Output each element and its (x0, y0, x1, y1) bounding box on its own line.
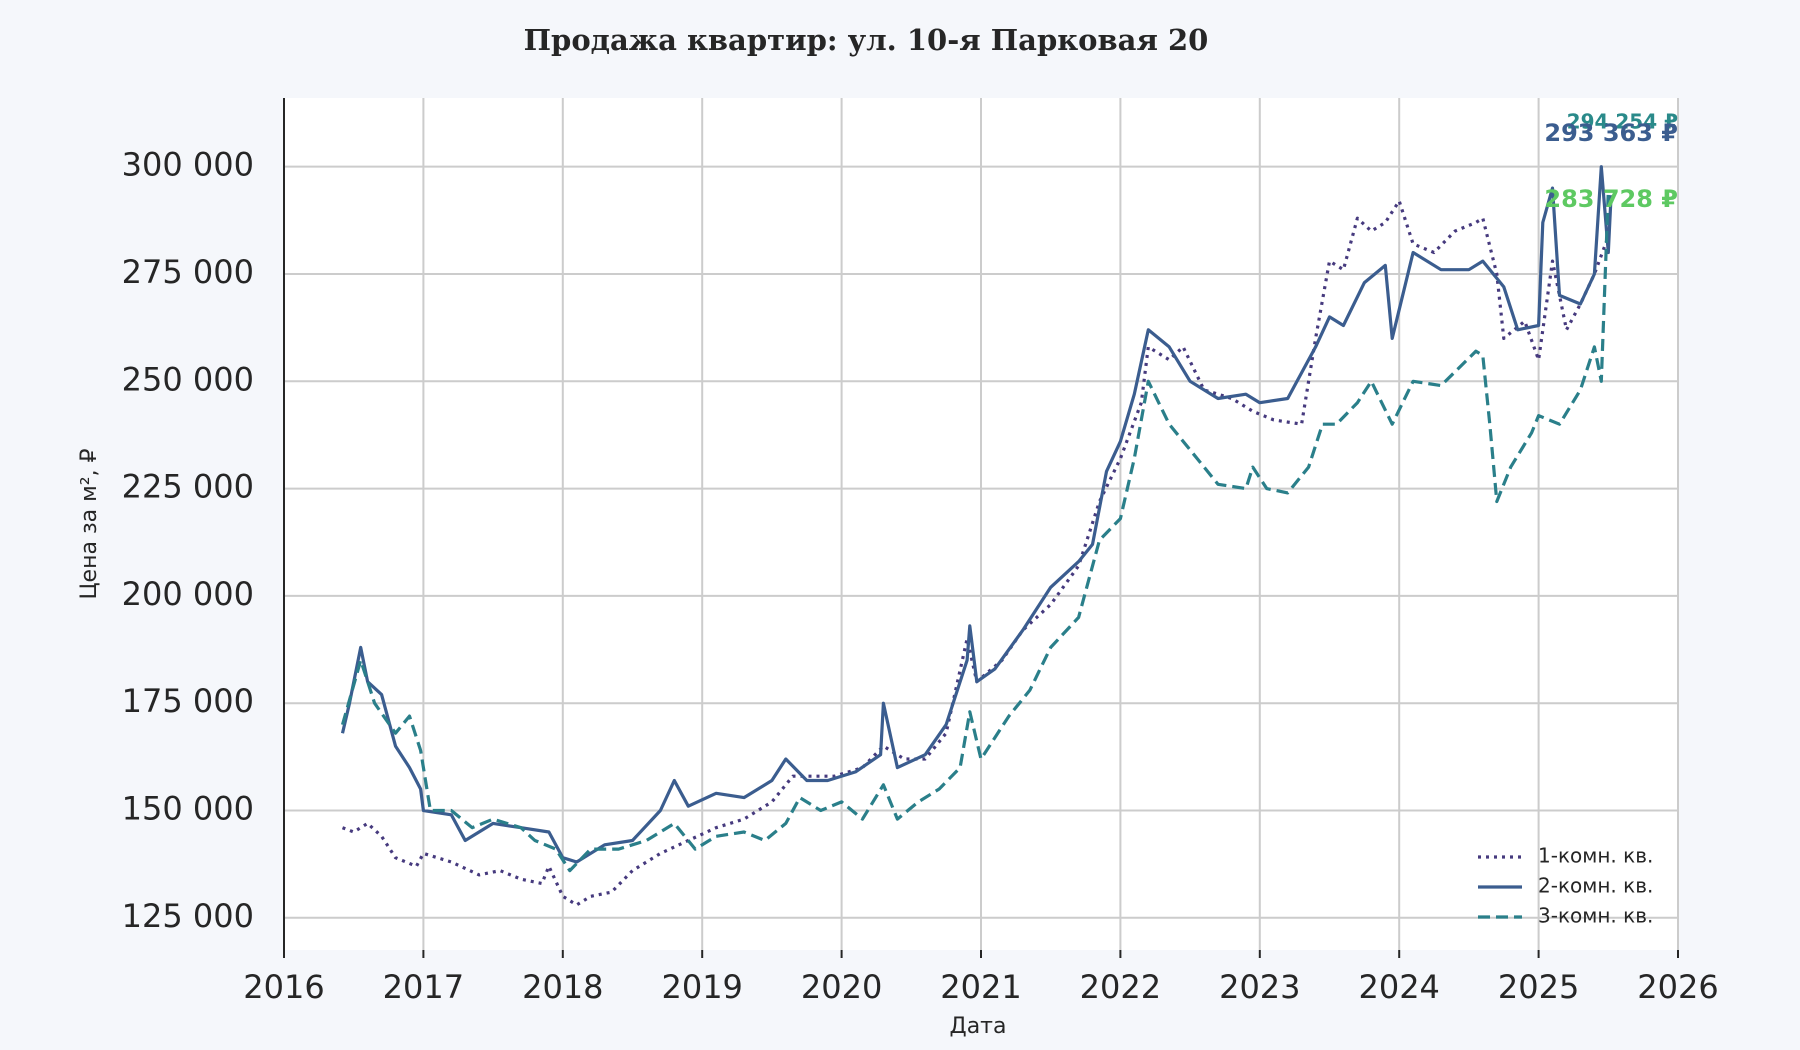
legend-label: 1-комн. кв. (1538, 844, 1653, 868)
x-tick-label: 2019 (661, 968, 742, 1006)
x-tick-label: 2022 (1080, 968, 1161, 1006)
y-tick-label: 125 000 (122, 897, 254, 935)
annotation: 293 363 ₽ (1544, 119, 1678, 147)
y-tick-label: 225 000 (122, 468, 254, 506)
annotation: 283 728 ₽ (1544, 185, 1678, 213)
x-tick-label: 2026 (1637, 968, 1718, 1006)
x-tick-label: 2023 (1219, 968, 1300, 1006)
x-tick-label: 2016 (243, 968, 324, 1006)
y-tick-label: 175 000 (122, 682, 254, 720)
legend-label: 3-комн. кв. (1538, 904, 1653, 928)
chart-title: Продажа квартир: ул. 10-я Парковая 20 (524, 23, 1209, 57)
y-tick-label: 200 000 (122, 575, 254, 613)
annotation: 294 254 ₽ (1567, 110, 1678, 134)
x-axis-label: Дата (950, 1014, 1007, 1039)
series-line (341, 199, 1610, 907)
series-line (340, 191, 1610, 873)
x-tick-label: 2018 (522, 968, 603, 1006)
x-tick-label: 2021 (940, 968, 1021, 1006)
legend-label: 2-комн. кв. (1538, 874, 1653, 898)
x-tick-label: 2025 (1498, 968, 1579, 1006)
x-tick-label: 2017 (383, 968, 464, 1006)
y-tick-label: 300 000 (122, 146, 254, 184)
y-tick-label: 250 000 (122, 360, 254, 398)
y-tick-label: 275 000 (122, 253, 254, 291)
x-tick-label: 2024 (1358, 968, 1439, 1006)
y-tick-label: 150 000 (122, 790, 254, 828)
x-tick-label: 2020 (801, 968, 882, 1006)
y-axis-label: Цена за м², ₽ (77, 448, 102, 599)
